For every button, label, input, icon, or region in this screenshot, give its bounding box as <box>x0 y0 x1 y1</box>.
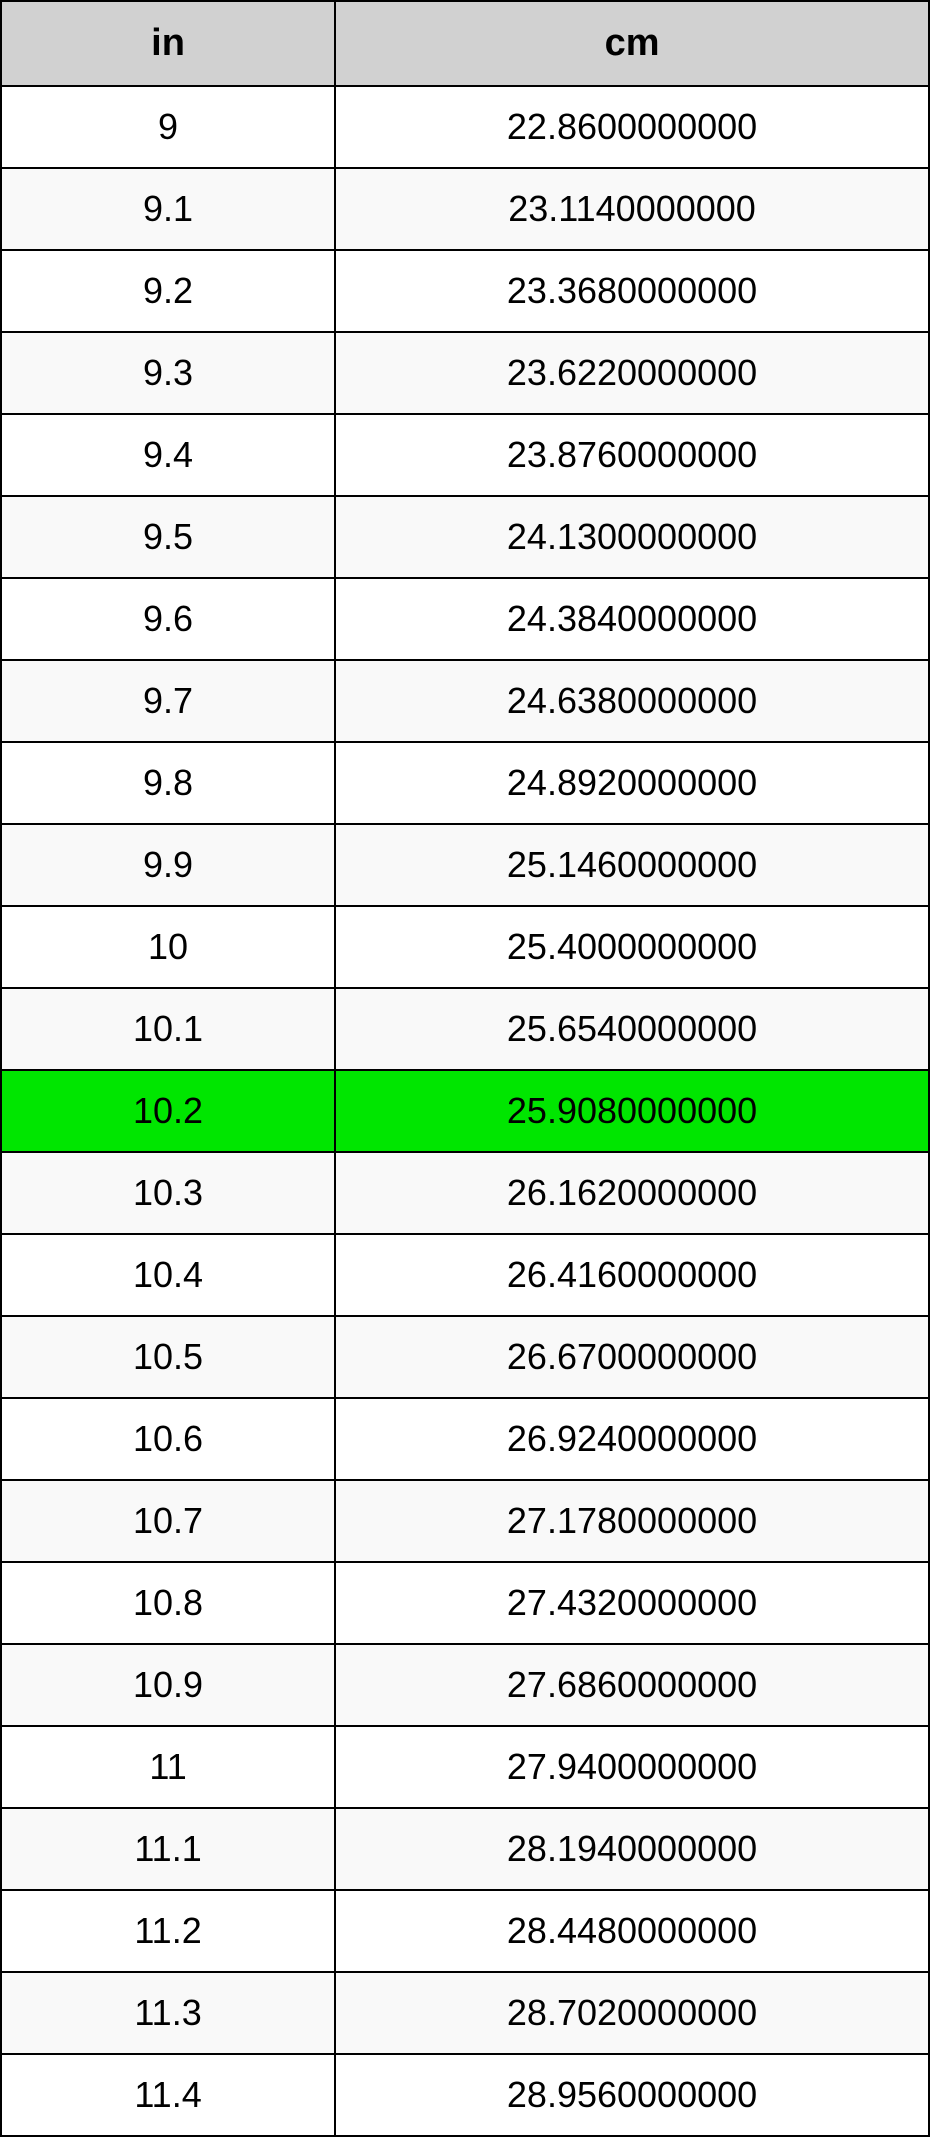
table-row: 9.223.3680000000 <box>1 250 929 332</box>
cell-cm: 25.6540000000 <box>335 988 929 1070</box>
cell-cm: 26.9240000000 <box>335 1398 929 1480</box>
table-row: 9.824.8920000000 <box>1 742 929 824</box>
cell-in: 9.9 <box>1 824 335 906</box>
cell-cm: 26.6700000000 <box>335 1316 929 1398</box>
table-row: 922.8600000000 <box>1 86 929 168</box>
table-row: 10.125.6540000000 <box>1 988 929 1070</box>
table-row: 11.428.9560000000 <box>1 2054 929 2136</box>
cell-in: 10.4 <box>1 1234 335 1316</box>
column-header-cm: cm <box>335 1 929 86</box>
cell-in: 9.2 <box>1 250 335 332</box>
cell-cm: 22.8600000000 <box>335 86 929 168</box>
cell-cm: 27.4320000000 <box>335 1562 929 1644</box>
cell-in: 10 <box>1 906 335 988</box>
cell-cm: 24.3840000000 <box>335 578 929 660</box>
cell-in: 11 <box>1 1726 335 1808</box>
table-row: 9.123.1140000000 <box>1 168 929 250</box>
cell-in: 9 <box>1 86 335 168</box>
cell-cm: 27.6860000000 <box>335 1644 929 1726</box>
table-row: 10.626.9240000000 <box>1 1398 929 1480</box>
table-row: 9.323.6220000000 <box>1 332 929 414</box>
table-row: 10.827.4320000000 <box>1 1562 929 1644</box>
cell-in: 10.7 <box>1 1480 335 1562</box>
table-row: 9.724.6380000000 <box>1 660 929 742</box>
cell-in: 9.3 <box>1 332 335 414</box>
cell-cm: 23.8760000000 <box>335 414 929 496</box>
cell-cm: 23.6220000000 <box>335 332 929 414</box>
table-row: 11.128.1940000000 <box>1 1808 929 1890</box>
conversion-table: in cm 922.86000000009.123.11400000009.22… <box>0 0 930 2137</box>
cell-cm: 26.1620000000 <box>335 1152 929 1234</box>
table-body: 922.86000000009.123.11400000009.223.3680… <box>1 86 929 2136</box>
table-row: 1127.9400000000 <box>1 1726 929 1808</box>
table-row: 10.225.9080000000 <box>1 1070 929 1152</box>
cell-cm: 24.1300000000 <box>335 496 929 578</box>
cell-in: 9.5 <box>1 496 335 578</box>
table-row: 10.727.1780000000 <box>1 1480 929 1562</box>
cell-in: 11.3 <box>1 1972 335 2054</box>
cell-in: 11.2 <box>1 1890 335 1972</box>
table-header-row: in cm <box>1 1 929 86</box>
cell-in: 10.5 <box>1 1316 335 1398</box>
cell-cm: 27.1780000000 <box>335 1480 929 1562</box>
cell-in: 9.7 <box>1 660 335 742</box>
cell-in: 10.2 <box>1 1070 335 1152</box>
cell-cm: 28.1940000000 <box>335 1808 929 1890</box>
cell-cm: 26.4160000000 <box>335 1234 929 1316</box>
table-row: 1025.4000000000 <box>1 906 929 988</box>
column-header-in: in <box>1 1 335 86</box>
cell-cm: 25.4000000000 <box>335 906 929 988</box>
cell-cm: 24.6380000000 <box>335 660 929 742</box>
table-row: 10.426.4160000000 <box>1 1234 929 1316</box>
cell-cm: 24.8920000000 <box>335 742 929 824</box>
cell-in: 10.9 <box>1 1644 335 1726</box>
cell-in: 9.4 <box>1 414 335 496</box>
cell-in: 10.6 <box>1 1398 335 1480</box>
cell-in: 9.8 <box>1 742 335 824</box>
cell-in: 9.1 <box>1 168 335 250</box>
table-row: 10.326.1620000000 <box>1 1152 929 1234</box>
cell-cm: 25.9080000000 <box>335 1070 929 1152</box>
cell-cm: 23.1140000000 <box>335 168 929 250</box>
cell-cm: 28.9560000000 <box>335 2054 929 2136</box>
table-row: 9.524.1300000000 <box>1 496 929 578</box>
table-row: 10.526.6700000000 <box>1 1316 929 1398</box>
table-row: 11.228.4480000000 <box>1 1890 929 1972</box>
cell-in: 10.8 <box>1 1562 335 1644</box>
table-row: 11.328.7020000000 <box>1 1972 929 2054</box>
table-row: 9.925.1460000000 <box>1 824 929 906</box>
cell-cm: 25.1460000000 <box>335 824 929 906</box>
cell-in: 11.4 <box>1 2054 335 2136</box>
cell-in: 10.1 <box>1 988 335 1070</box>
cell-in: 10.3 <box>1 1152 335 1234</box>
table-row: 9.624.3840000000 <box>1 578 929 660</box>
cell-cm: 23.3680000000 <box>335 250 929 332</box>
cell-in: 11.1 <box>1 1808 335 1890</box>
table-row: 10.927.6860000000 <box>1 1644 929 1726</box>
cell-in: 9.6 <box>1 578 335 660</box>
cell-cm: 27.9400000000 <box>335 1726 929 1808</box>
table-row: 9.423.8760000000 <box>1 414 929 496</box>
cell-cm: 28.7020000000 <box>335 1972 929 2054</box>
cell-cm: 28.4480000000 <box>335 1890 929 1972</box>
